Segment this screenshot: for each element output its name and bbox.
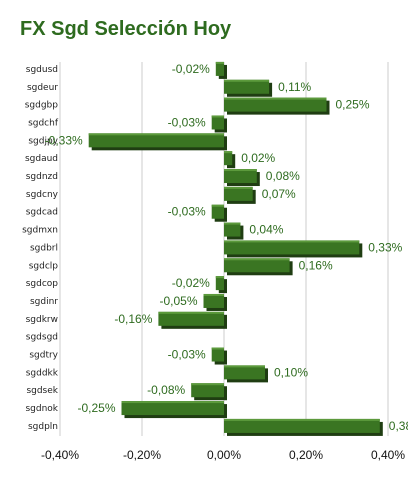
value-label: -0,05% xyxy=(159,294,197,308)
bar xyxy=(224,79,273,97)
category-label: sgdclp xyxy=(29,261,59,271)
category-label: sgdpln xyxy=(28,422,58,432)
category-label: sgdjpy xyxy=(28,136,58,146)
bar xyxy=(203,293,227,311)
x-tick-label: -0,20% xyxy=(123,448,161,462)
value-label: -0,08% xyxy=(147,383,185,397)
value-label: 0,08% xyxy=(266,169,300,183)
value-label: -0,03% xyxy=(168,205,206,219)
value-label: -0,25% xyxy=(77,401,115,415)
category-label: sgdbrl xyxy=(30,243,58,253)
category-label: sgdsgd xyxy=(26,333,58,343)
bar xyxy=(224,151,236,169)
value-label: -0,02% xyxy=(172,276,210,290)
category-label: sgdeur xyxy=(27,83,58,93)
category-label: sgdsek xyxy=(26,386,58,396)
bar xyxy=(224,258,293,276)
x-tick-label: 0,40% xyxy=(371,448,405,462)
category-label: sgdmxn xyxy=(22,226,58,236)
category-label: sgdnok xyxy=(25,404,58,414)
bar xyxy=(121,401,227,419)
bar xyxy=(211,115,227,133)
chart-title: FX Sgd Selección Hoy xyxy=(20,18,232,40)
category-label: sgdcny xyxy=(26,190,59,200)
bar xyxy=(224,186,256,204)
value-label: -0,03% xyxy=(168,115,206,129)
category-label: sgdgbp xyxy=(25,101,59,111)
value-label: -0,33% xyxy=(45,133,83,147)
value-label: -0,16% xyxy=(114,312,152,326)
category-labels: sgdusd sgdeur sgdgbp sgdchf sgdjpy sgdaud sgdn… xyxy=(22,65,59,432)
bar xyxy=(191,383,227,401)
category-label: sgdkrw xyxy=(26,315,58,325)
bar xyxy=(224,240,363,258)
x-axis-tick-labels: -0,40% -0,20% 0,00% 0,20% 0,40% xyxy=(41,448,405,462)
value-label: 0,10% xyxy=(274,365,308,379)
bar xyxy=(224,97,330,115)
value-label: 0,02% xyxy=(241,151,275,165)
category-label: sgddkk xyxy=(26,368,59,378)
category-label: sgdaud xyxy=(25,154,58,164)
category-label: sgdchf xyxy=(28,118,59,128)
bar xyxy=(224,169,260,187)
bar xyxy=(224,222,244,240)
value-label: 0,16% xyxy=(299,258,333,272)
category-label: sgdcop xyxy=(26,279,59,289)
bar xyxy=(224,418,383,436)
bar xyxy=(224,365,268,383)
bar xyxy=(158,311,227,329)
x-tick-label: 0,00% xyxy=(207,448,241,462)
bar xyxy=(211,204,227,222)
value-label: 0,11% xyxy=(278,80,311,94)
value-labels: -0,02% 0,11% 0,25% -0,03% -0,33% 0,02% 0,08% 0,… xyxy=(45,62,408,433)
category-label: sgdtry xyxy=(29,351,58,361)
value-label: 0,33% xyxy=(368,240,402,254)
bar xyxy=(211,347,227,365)
bars xyxy=(88,61,383,436)
x-tick-label: -0,40% xyxy=(41,448,79,462)
category-label: sgdusd xyxy=(26,65,58,75)
bar xyxy=(88,133,227,151)
category-label: sgdcad xyxy=(26,208,58,218)
value-label: 0,38% xyxy=(389,419,408,433)
category-label: sgdnzd xyxy=(26,172,58,182)
value-label: 0,07% xyxy=(262,187,296,201)
x-tick-label: 0,20% xyxy=(289,448,323,462)
category-label: sgdinr xyxy=(30,297,58,307)
value-label: -0,02% xyxy=(172,62,210,76)
value-label: -0,03% xyxy=(168,348,206,362)
value-label: 0,04% xyxy=(249,223,283,237)
bar xyxy=(215,61,227,79)
value-label: 0,25% xyxy=(336,98,370,112)
bar xyxy=(215,276,227,294)
